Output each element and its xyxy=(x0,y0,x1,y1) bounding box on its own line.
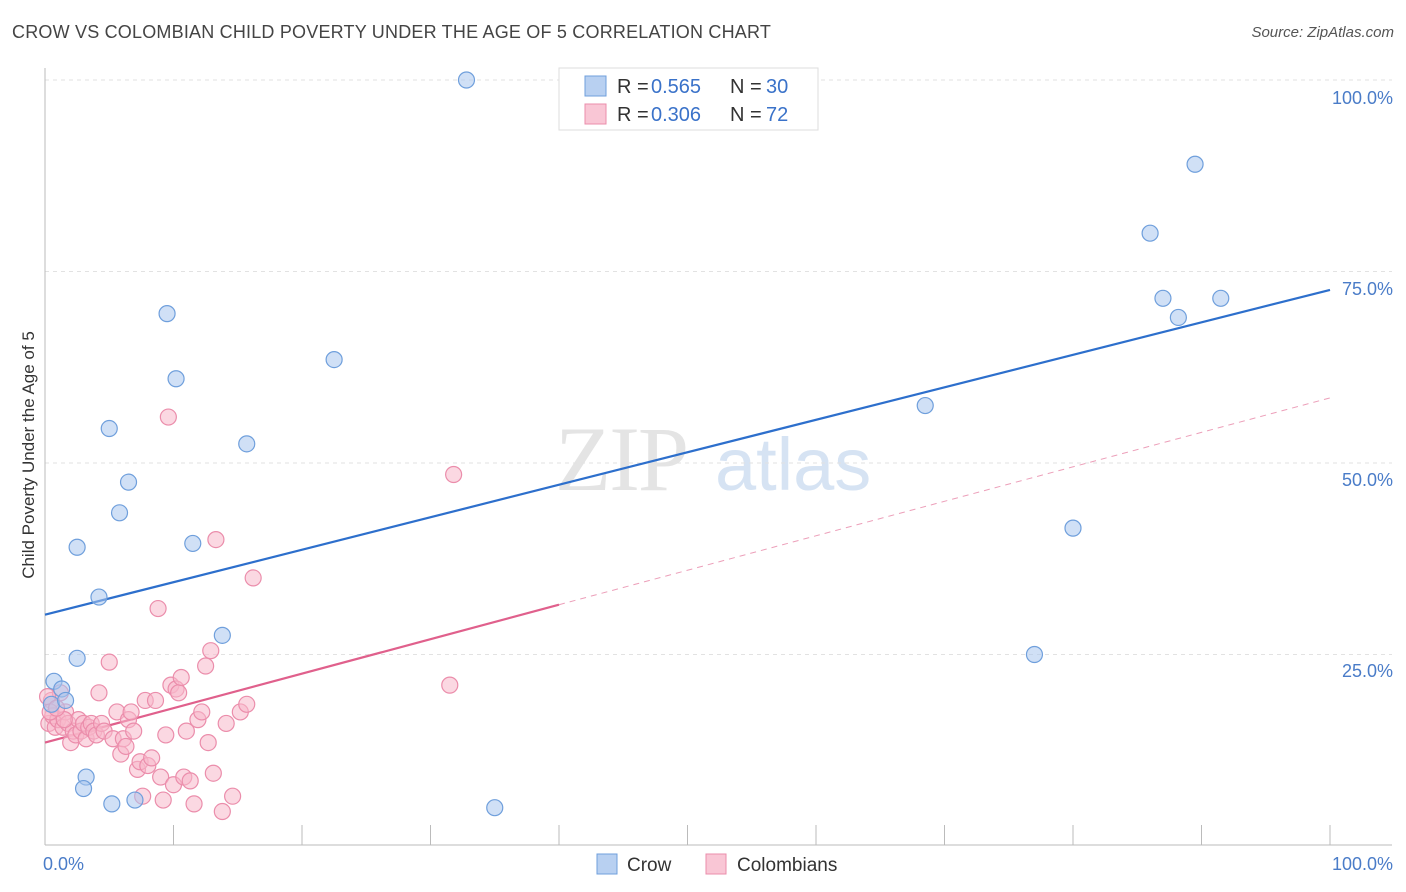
point-crow-0 xyxy=(42,695,61,713)
point-colombians-23 xyxy=(100,653,118,671)
point-colombians-57 xyxy=(202,642,220,660)
watermark-zip: ZIP xyxy=(555,408,687,510)
point-crow-19 xyxy=(325,350,343,369)
point-colombians-60 xyxy=(213,802,231,821)
trendlines xyxy=(44,288,1331,744)
point-colombians-54 xyxy=(193,703,211,721)
point-crow-16 xyxy=(184,534,202,553)
data-points xyxy=(38,71,1230,821)
point-colombians-47 xyxy=(170,684,188,702)
point-colombians-67 xyxy=(445,465,463,484)
point-colombians-37 xyxy=(143,749,161,767)
point-colombians-66 xyxy=(441,676,459,694)
legend-r-label-colombians: R = xyxy=(617,104,649,126)
y-tick-label-100: 100.0% xyxy=(1332,88,1393,108)
bottom-legend-label-crow: Crow xyxy=(627,855,672,876)
point-crow-11 xyxy=(119,473,138,491)
watermark: ZIP atlas xyxy=(555,408,871,510)
chart-source: Source: ZipAtlas.com xyxy=(1251,24,1394,41)
point-colombians-42 xyxy=(157,726,175,744)
legend-n-label-crow: N = xyxy=(730,76,762,98)
legend-n-label-colombians: N = xyxy=(730,104,762,126)
point-crow-26 xyxy=(1154,289,1172,307)
point-colombians-41 xyxy=(154,791,172,809)
point-crow-7 xyxy=(74,779,93,798)
trendline-crow xyxy=(44,288,1331,616)
legend-r-value-crow: 0.565 xyxy=(651,76,701,98)
point-crow-5 xyxy=(68,649,86,667)
point-colombians-40 xyxy=(152,768,170,786)
point-crow-28 xyxy=(1186,155,1204,173)
point-crow-21 xyxy=(486,799,504,817)
point-colombians-55 xyxy=(197,657,215,675)
point-colombians-20 xyxy=(90,684,108,702)
point-colombians-56 xyxy=(199,733,217,752)
bottom-legend-swatch-crow xyxy=(596,853,618,875)
point-crow-14 xyxy=(158,305,176,323)
legend-n-value-colombians: 72 xyxy=(766,104,788,126)
point-crow-22 xyxy=(916,396,934,415)
bottom-legend-label-colombians: Colombians xyxy=(737,855,837,876)
y-axis-label: Child Poverty Under the Age of 5 xyxy=(19,331,38,579)
gridlines xyxy=(45,79,1392,655)
legend-r-label-crow: R = xyxy=(617,76,649,98)
point-crow-24 xyxy=(1064,519,1082,537)
point-crow-25 xyxy=(1141,224,1159,242)
legend-n-value-crow: 30 xyxy=(766,76,788,98)
point-colombians-39 xyxy=(149,599,167,618)
point-colombians-62 xyxy=(224,787,242,805)
watermark-atlas: atlas xyxy=(715,423,871,506)
legend-r-value-colombians: 0.306 xyxy=(651,104,701,126)
point-colombians-52 xyxy=(185,795,203,813)
point-colombians-59 xyxy=(207,530,225,549)
legend-swatch-colombians xyxy=(584,103,607,125)
y-tick-label-50: 50.0% xyxy=(1342,470,1393,490)
point-colombians-65 xyxy=(244,569,262,587)
y-tick-label-25: 25.0% xyxy=(1342,661,1393,681)
point-colombians-38 xyxy=(146,691,165,710)
point-colombians-51 xyxy=(181,772,199,790)
point-crow-29 xyxy=(1212,289,1230,307)
point-colombians-28 xyxy=(117,737,135,756)
point-crow-3 xyxy=(56,691,75,710)
y-tick-label-75: 75.0% xyxy=(1342,279,1393,299)
trendline-extension-colombians xyxy=(558,397,1331,606)
point-colombians-43 xyxy=(159,408,177,426)
chart-title: CROW VS COLOMBIAN CHILD POVERTY UNDER TH… xyxy=(12,22,772,42)
bottom-legend: Crow Colombians xyxy=(596,853,837,876)
point-colombians-30 xyxy=(122,703,140,721)
point-colombians-31 xyxy=(125,722,143,740)
point-crow-13 xyxy=(126,791,144,809)
point-crow-18 xyxy=(238,435,256,453)
point-colombians-64 xyxy=(238,695,256,713)
point-colombians-58 xyxy=(204,764,222,782)
legend: R = 0.565 N = 30 R = 0.306 N = 72 xyxy=(558,67,819,131)
point-crow-17 xyxy=(213,626,231,644)
point-crow-9 xyxy=(103,795,121,813)
x-ticks xyxy=(44,825,1331,845)
point-crow-8 xyxy=(90,588,108,606)
point-colombians-48 xyxy=(172,668,190,687)
x-tick-label-min: 0.0% xyxy=(43,854,84,874)
legend-swatch-crow xyxy=(584,75,607,97)
point-crow-23 xyxy=(1025,645,1044,664)
bottom-legend-swatch-colombians xyxy=(705,853,727,875)
point-crow-27 xyxy=(1169,308,1187,327)
point-crow-20 xyxy=(457,71,476,89)
point-crow-12 xyxy=(100,419,118,438)
point-colombians-50 xyxy=(177,722,195,740)
point-colombians-61 xyxy=(217,714,235,733)
point-crow-10 xyxy=(110,504,129,522)
point-crow-4 xyxy=(68,538,86,556)
point-crow-15 xyxy=(167,370,185,388)
x-tick-label-max: 100.0% xyxy=(1332,854,1393,874)
